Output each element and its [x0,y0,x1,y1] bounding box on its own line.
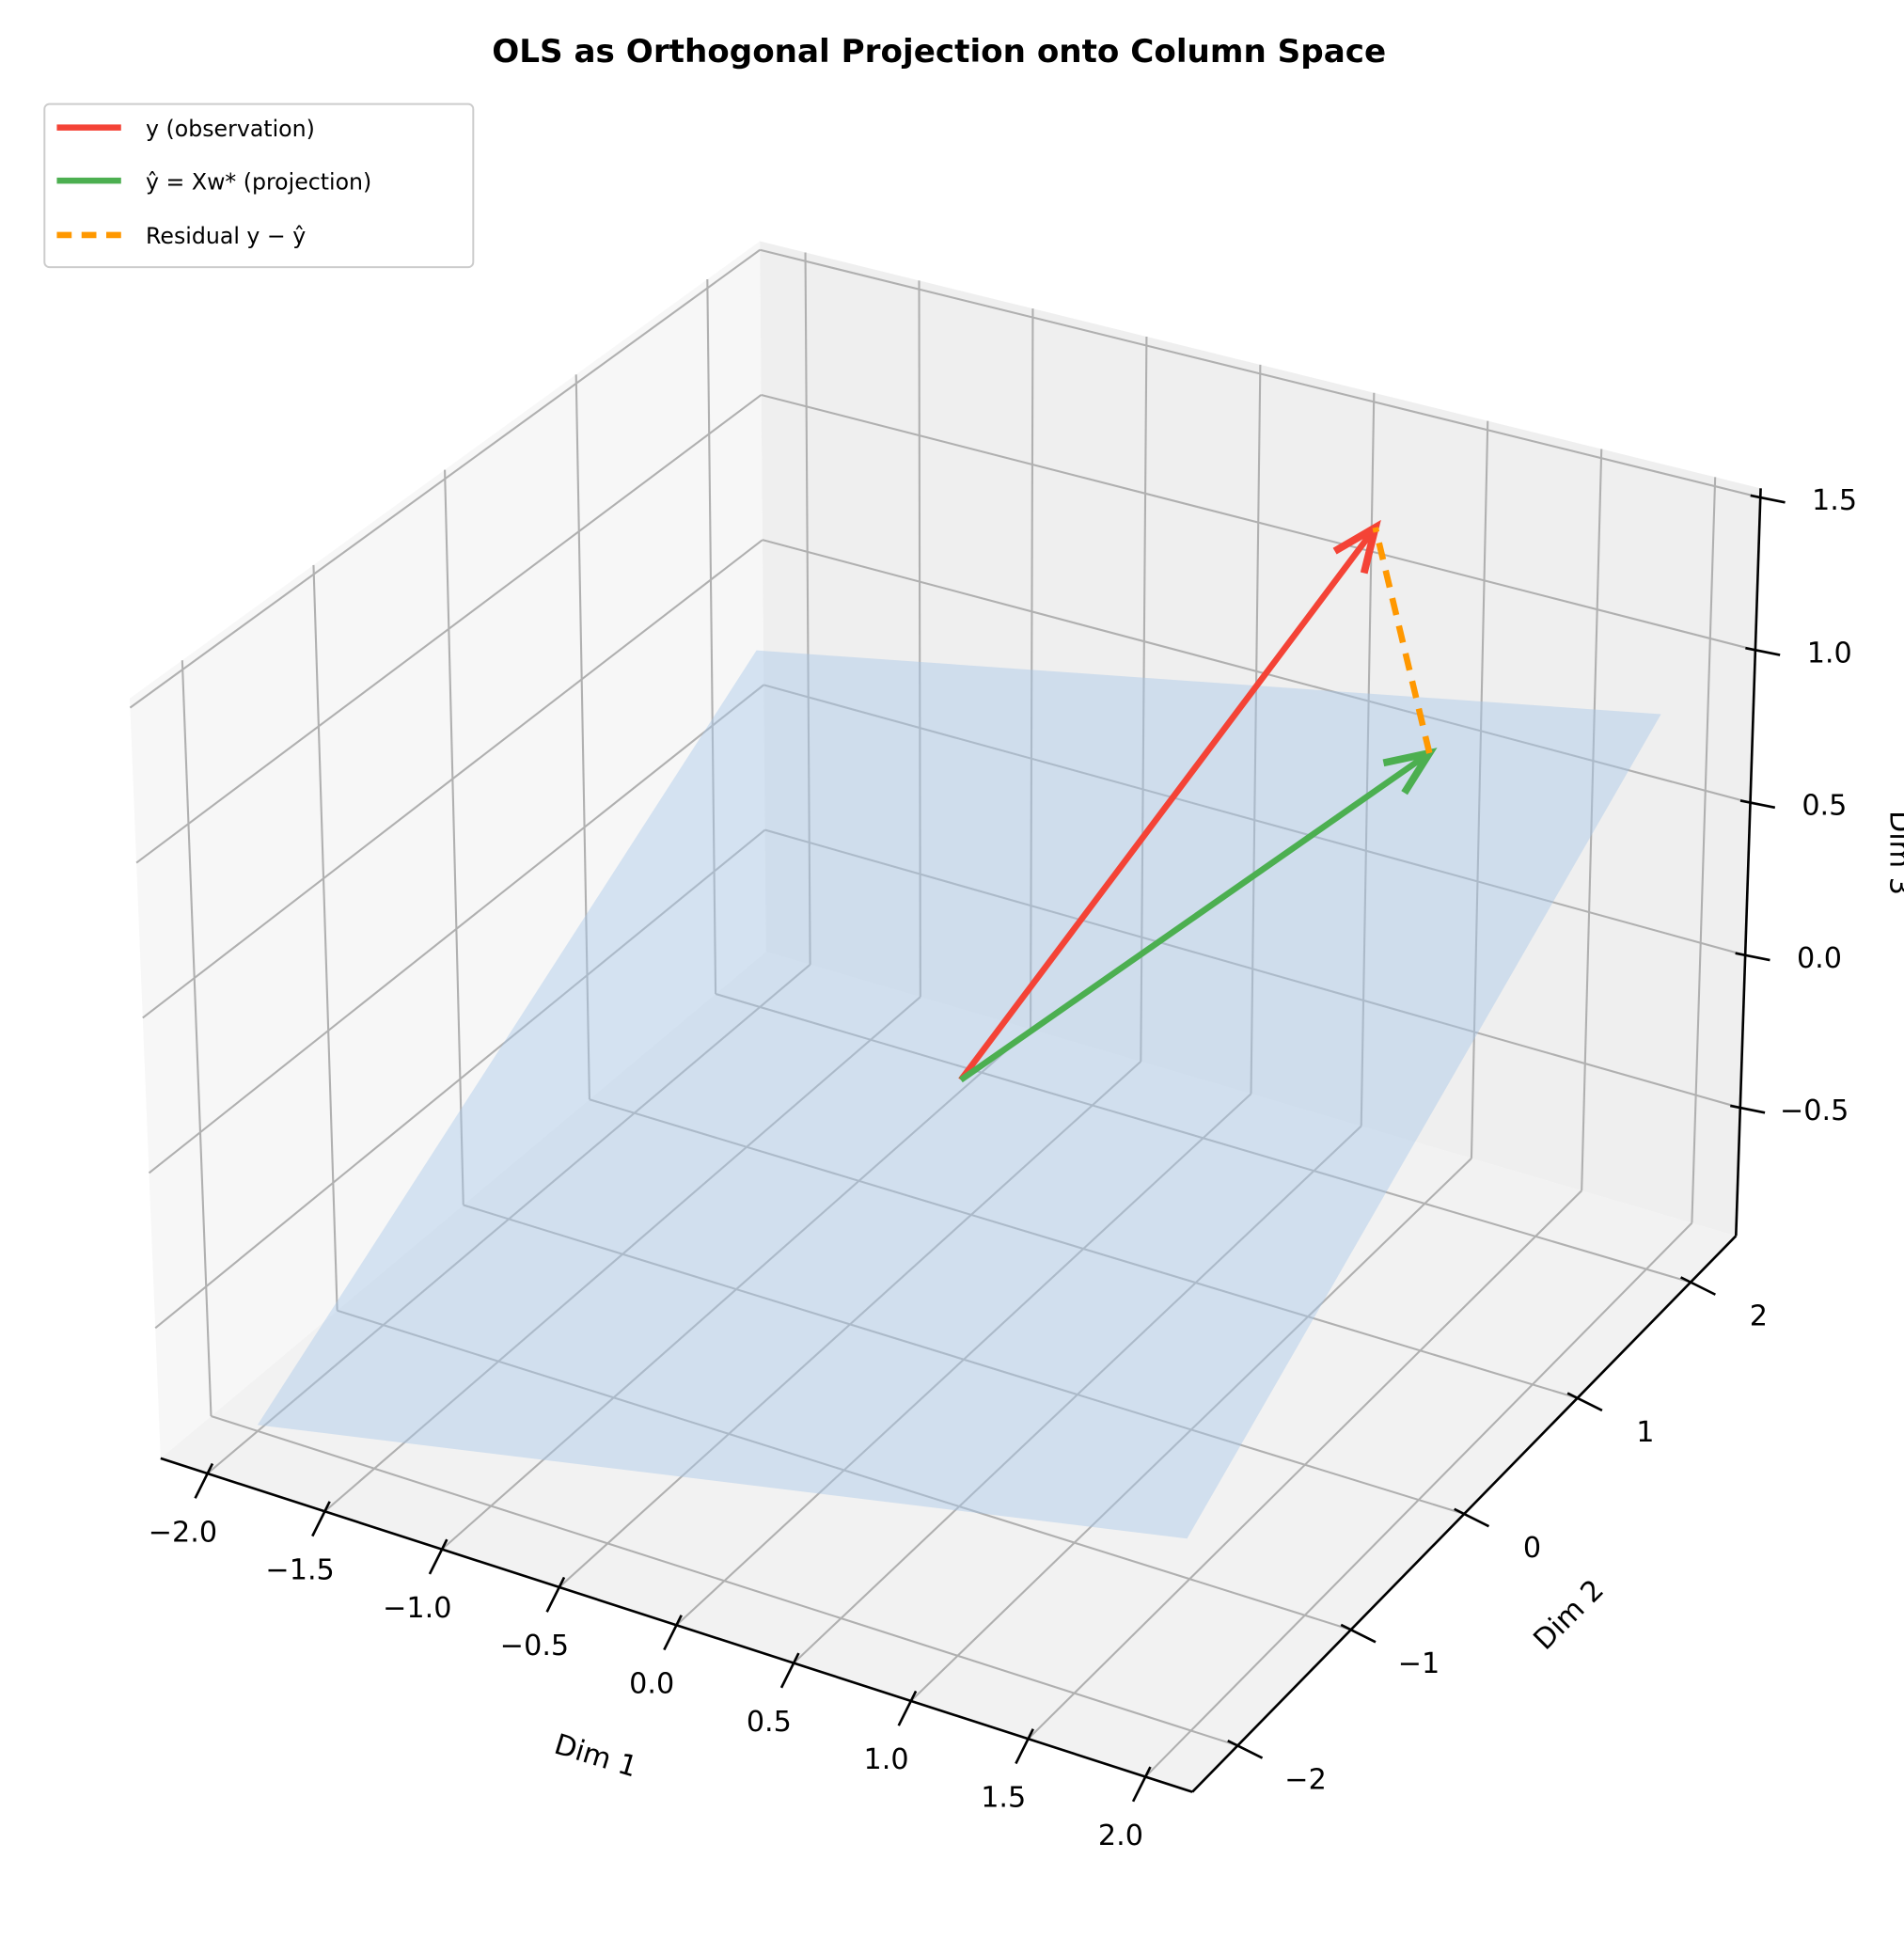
legend-label-yhat: ŷ = Xw* (projection) [146,168,371,195]
legend-label-residual: Residual y − ŷ [146,223,306,249]
gridline-x-back [1691,477,1717,1223]
x-axis-tick-label: 1.5 [981,1782,1026,1815]
y-axis-tick-label: 2 [1750,1300,1768,1333]
z-axis-line [1734,488,1762,1237]
y-axis-tick [1454,1507,1490,1528]
x-axis-tick [428,1538,448,1575]
gridline-x-back [1250,364,1262,1095]
axes: −2.0 −1.5 −1.0 −0.5 0.0 0.5 1.0 1.5 2.0 −2 −1 0 1 2 −0… [149,484,1857,1852]
z-axis-tick [1730,1104,1766,1114]
legend: y (observation) ŷ = Xw* (projection) Res… [43,102,475,269]
panes [129,241,1761,1792]
gridline-z-back [759,248,1761,499]
gridline-z-left [135,394,763,864]
y-axis-tick [1340,1623,1377,1644]
gridline-x-back [804,252,811,965]
gridline-x-back [1140,337,1148,1062]
legend-label-y: y (observation) [146,116,315,142]
gridline-y-floor [463,1204,1465,1516]
y-axis-tick [1680,1276,1716,1296]
z-axis-tick [1735,952,1770,962]
x-axis-tick [545,1576,566,1613]
left-pane [129,241,766,1458]
x-axis-tick [897,1690,918,1726]
gridline-y-left [444,469,464,1205]
x-axis-tick-label: −0.5 [500,1630,569,1662]
gridlines [129,248,1761,1778]
x-axis-tick-label: −1.5 [265,1554,334,1587]
floor-pane [160,952,1737,1792]
gridline-z-back [764,828,1741,1110]
x-axis-tick [1015,1728,1034,1765]
gridline-y-floor [589,1098,1578,1399]
gridline-z-back [761,393,1756,652]
y-axis-tick-label: 0 [1523,1532,1541,1565]
z-axis-tick-label: −0.5 [1780,1095,1849,1127]
z-axis-tick [1745,646,1781,656]
gridline-y-left [706,279,717,995]
y-axis-tick-label: −1 [1398,1647,1440,1680]
gridline-z-back [762,539,1751,804]
z-axis-label: Dim 3 [1883,811,1904,895]
legend-box [43,102,475,269]
gridline-y-floor [337,1309,1352,1631]
back-pane [760,241,1761,1237]
gridline-y-floor [211,1414,1238,1747]
x-axis-label: Dim 1 [550,1728,640,1785]
z-axis-tick-label: 0.0 [1797,942,1842,975]
gridline-y-floor [715,992,1692,1284]
projection-vector [959,750,1432,1083]
y-axis-label: Dim 2 [1528,1573,1611,1656]
gridline-x-back [1360,392,1376,1127]
gridline-z-left [148,684,764,1174]
x-axis-tick [311,1501,331,1537]
y-axis-tick-label: −2 [1284,1763,1327,1796]
x-axis-tick [663,1615,683,1651]
residual-line [1372,527,1433,754]
gridline-z-left [142,539,763,1019]
x-axis-tick-label: 0.5 [747,1706,792,1739]
vectors [958,519,1438,1083]
z-axis-tick-label: 0.5 [1802,790,1847,823]
column-space-plane [257,650,1661,1539]
gridline-x-back [918,280,921,998]
y-axis-tick [1566,1392,1603,1412]
x-axis-tick-label: −1.0 [383,1592,451,1625]
gridline-z-left [129,248,761,709]
observation-vector [958,526,1378,1082]
gridline-x-back [1581,449,1603,1191]
x-axis-tick-label: 2.0 [1098,1820,1143,1852]
z-axis-tick-label: 1.5 [1812,484,1857,517]
x-axis-tick-label: 1.0 [864,1743,909,1776]
x-axis-tick [194,1462,214,1499]
z-axis-tick [1750,494,1786,504]
gridline-z-back [763,684,1746,956]
gridline-z-left [154,828,766,1330]
x-axis-tick-label: −2.0 [149,1516,217,1549]
z-axis-tick-label: 1.0 [1807,637,1852,670]
gridline-y-left [574,374,590,1100]
x-axis-tick [1131,1766,1152,1803]
y-axis-tick-label: 1 [1636,1416,1654,1449]
plane-surface [257,650,1661,1539]
y-axis-tick [1227,1739,1264,1759]
x-axis-tick-label: 0.0 [629,1668,674,1701]
z-axis-tick [1739,799,1776,810]
x-axis-tick [779,1652,800,1689]
gridline-y-left [181,660,212,1417]
chart-title: OLS as Orthogonal Projection onto Column… [492,33,1386,71]
gridline-y-left [312,564,338,1311]
gridline-x-back [1470,420,1489,1158]
gridline-x-back [1030,308,1034,1030]
